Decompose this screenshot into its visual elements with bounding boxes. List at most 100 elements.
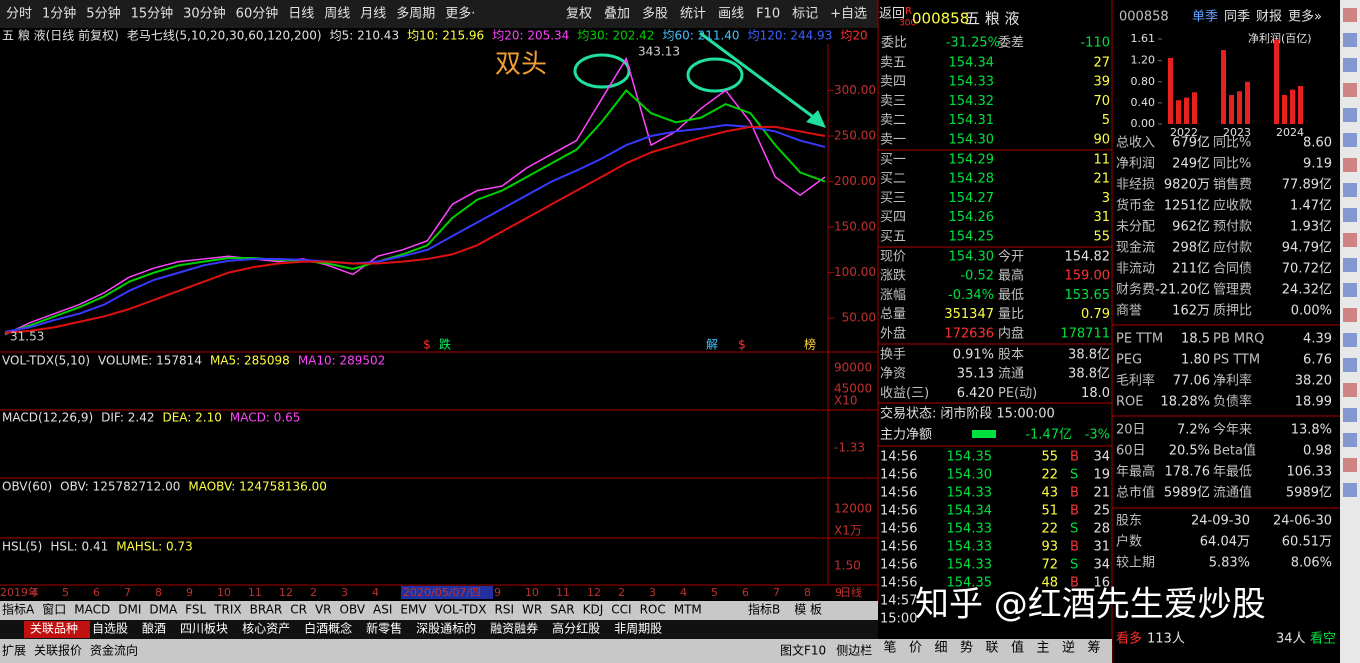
indicator-tab[interactable]: OBV xyxy=(340,603,366,617)
indicator-tab[interactable]: DMA xyxy=(149,603,178,617)
tool-icon[interactable] xyxy=(1343,308,1357,322)
toolbar-button[interactable]: 统计 xyxy=(680,7,706,22)
indicator-tab[interactable]: 窗口 xyxy=(42,603,66,617)
sector-tab[interactable]: 自选股 xyxy=(92,622,128,636)
indicator-tab[interactable]: VOL-TDX xyxy=(435,603,487,617)
toolbar-button[interactable]: 15分钟 xyxy=(131,6,174,22)
tool-icon[interactable] xyxy=(1343,133,1357,147)
finance-tab[interactable]: 单季 xyxy=(1192,10,1218,25)
quote-tab[interactable]: 筹 xyxy=(1087,640,1100,656)
toolbar-button[interactable]: 多周期 xyxy=(396,6,435,22)
sector-tab[interactable]: 融资融券 xyxy=(490,621,538,636)
tool-icon[interactable] xyxy=(1343,208,1357,222)
toolbar-button[interactable]: 叠加 xyxy=(604,7,630,22)
label: 35.13 xyxy=(957,367,994,382)
quote-tab[interactable]: 价 xyxy=(909,641,922,656)
toolbar-button[interactable]: 画线 xyxy=(718,7,744,22)
tool-icon[interactable] xyxy=(1343,458,1357,472)
indicator-tab[interactable]: ROC xyxy=(640,603,666,617)
sector-tab[interactable]: 白酒概念 xyxy=(304,621,352,636)
tool-icon[interactable] xyxy=(1343,233,1357,247)
quote-tab[interactable]: 逆 xyxy=(1062,640,1075,656)
tick-row: 14:56 xyxy=(880,468,917,483)
quote-tab[interactable]: 细 xyxy=(934,641,947,656)
indicator-tab[interactable]: FSL xyxy=(185,603,206,617)
tool-icon[interactable] xyxy=(1343,283,1357,297)
indicator-tab[interactable]: 指标A xyxy=(2,602,35,617)
tool-icon[interactable] xyxy=(1343,158,1357,172)
toolbar-button[interactable]: 月线 xyxy=(360,7,386,22)
sector-tab[interactable]: 高分红股 xyxy=(552,621,600,636)
toolbar-button[interactable]: 1分钟 xyxy=(42,6,76,22)
indicator-tab[interactable]: KDJ xyxy=(583,603,604,617)
toolbar-button[interactable]: 复权 xyxy=(566,6,592,22)
toolbar-button[interactable]: 60分钟 xyxy=(236,6,279,22)
bottom-tab[interactable]: 侧边栏 xyxy=(836,643,872,658)
tool-icon[interactable] xyxy=(1343,33,1357,47)
indicator-tab[interactable]: MTM xyxy=(674,603,702,617)
sector-tab[interactable]: 四川板块 xyxy=(180,622,228,636)
indicator-tab[interactable]: TRIX xyxy=(213,603,241,617)
toolbar-button[interactable]: +自选 xyxy=(830,7,867,22)
bottom-tab[interactable]: 关联报价 xyxy=(34,643,82,658)
bottom-tab[interactable]: 图文F10 xyxy=(780,643,826,658)
toolbar-button[interactable]: 周线 xyxy=(324,7,350,22)
finance-tab[interactable]: 同季 xyxy=(1224,10,1250,25)
label: 106.33 xyxy=(1287,465,1333,480)
indicator-tab[interactable]: CCI xyxy=(611,603,631,617)
sector-tab[interactable]: 关联品种 xyxy=(30,622,78,636)
tool-icon[interactable] xyxy=(1343,108,1357,122)
sector-tab[interactable]: 深股通标的 xyxy=(416,621,476,636)
toolbar-button[interactable]: 返回 xyxy=(879,7,905,22)
indicator-tab[interactable]: ASI xyxy=(373,603,392,617)
tool-icon[interactable] xyxy=(1343,83,1357,97)
toolbar-button[interactable]: 5分钟 xyxy=(86,6,120,22)
tool-icon[interactable] xyxy=(1343,183,1357,197)
quote-tab[interactable]: 值 xyxy=(1011,640,1024,656)
tool-icon[interactable] xyxy=(1343,8,1357,22)
sector-tab[interactable]: 酿酒 xyxy=(142,621,166,636)
indicator-tab[interactable]: CR xyxy=(290,603,307,617)
date-label: 9 xyxy=(186,586,193,599)
tool-icon[interactable] xyxy=(1343,258,1357,272)
indicator-tab[interactable]: 指标B xyxy=(748,602,780,617)
indicator-tab[interactable]: VR xyxy=(315,603,332,617)
indicator-tab[interactable]: EMV xyxy=(400,603,427,617)
date-label: 6 xyxy=(742,586,749,599)
indicator-tab[interactable]: DMI xyxy=(118,603,141,617)
quote-tab[interactable]: 主 xyxy=(1036,641,1049,656)
tool-icon[interactable] xyxy=(1343,408,1357,422)
tool-icon[interactable] xyxy=(1343,358,1357,372)
label: 60.51万 xyxy=(1282,535,1332,550)
toolbar-button[interactable]: 日线 xyxy=(288,7,314,22)
bottom-tab[interactable]: 资金流向 xyxy=(90,643,138,658)
tool-icon[interactable] xyxy=(1343,433,1357,447)
tool-icon[interactable] xyxy=(1343,333,1357,347)
sector-tab[interactable]: 非周期股 xyxy=(614,622,662,636)
tool-icon[interactable] xyxy=(1343,58,1357,72)
indicator-tab[interactable]: MACD xyxy=(74,603,110,617)
tool-icon[interactable] xyxy=(1343,483,1357,497)
indicator-tab[interactable]: SAR xyxy=(550,603,574,617)
panel-label: X1万 xyxy=(834,524,862,538)
indicator-tab[interactable]: 模 板 xyxy=(794,603,822,617)
toolbar-button[interactable]: 标记 xyxy=(792,7,818,22)
toolbar-button[interactable]: F10 xyxy=(756,7,780,22)
tool-icon[interactable] xyxy=(1343,383,1357,397)
quote-tab[interactable]: 笔 xyxy=(883,640,896,656)
toolbar-button[interactable]: 30分钟 xyxy=(183,6,226,22)
label: 18.28% xyxy=(1160,395,1210,410)
quote-tab[interactable]: 联 xyxy=(985,641,998,656)
sector-tab[interactable]: 核心资产 xyxy=(242,622,290,636)
sector-tab[interactable]: 新零售 xyxy=(366,621,402,636)
toolbar-button[interactable]: 更多· xyxy=(445,6,475,22)
finance-tab[interactable]: 财报 xyxy=(1256,10,1282,25)
finance-tab[interactable]: 更多» xyxy=(1288,9,1322,25)
indicator-tab[interactable]: WR xyxy=(522,603,542,617)
quote-tab[interactable]: 势 xyxy=(960,640,973,656)
indicator-tab[interactable]: BRAR xyxy=(250,603,283,617)
toolbar-button[interactable]: 多股 xyxy=(642,6,668,22)
indicator-tab[interactable]: RSI xyxy=(495,603,515,617)
bottom-tab[interactable]: 扩展 xyxy=(2,644,26,658)
toolbar-button[interactable]: 分时 xyxy=(6,7,32,22)
